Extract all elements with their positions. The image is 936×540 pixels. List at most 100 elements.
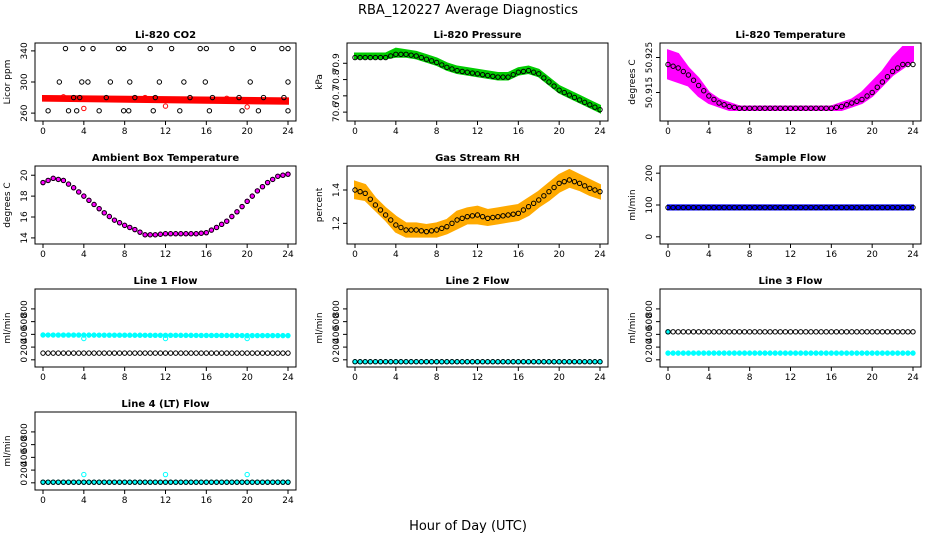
data-point — [762, 350, 768, 356]
data-point — [229, 45, 235, 52]
data-point — [731, 104, 738, 111]
data-point — [864, 350, 870, 356]
data-point — [229, 479, 235, 485]
data-point — [173, 350, 179, 356]
y-tick-label: 600 — [645, 313, 655, 330]
data-point — [132, 350, 138, 356]
data-point — [726, 204, 732, 211]
data-point — [581, 183, 588, 189]
data-point — [269, 479, 276, 485]
series-0 — [40, 479, 291, 485]
data-point — [377, 54, 384, 61]
data-point — [818, 329, 824, 335]
series-1 — [352, 177, 603, 235]
data-point — [259, 184, 266, 190]
data-point — [70, 185, 77, 191]
data-point — [894, 204, 901, 211]
data-point — [152, 332, 158, 338]
data-point — [721, 204, 727, 211]
data-point — [275, 173, 281, 179]
data-point — [746, 350, 753, 356]
data-point — [900, 329, 906, 335]
data-point — [449, 359, 455, 365]
data-point — [706, 93, 712, 99]
data-point — [413, 359, 419, 365]
x-tick-label: 16 — [513, 127, 525, 137]
data-point — [690, 77, 697, 83]
data-point — [90, 45, 96, 52]
data-point — [695, 350, 702, 356]
x-tick-label: 4 — [393, 373, 399, 383]
data-point — [111, 479, 118, 485]
data-point — [198, 479, 204, 485]
data-point — [525, 203, 532, 210]
x-tick-label: 12 — [785, 373, 796, 383]
y-tick-label: 200 — [20, 461, 30, 478]
x-tick-label: 8 — [747, 250, 753, 260]
data-point — [280, 479, 286, 485]
x-tick-label: 8 — [747, 127, 753, 137]
data-point — [285, 79, 291, 85]
data-point — [178, 231, 184, 237]
data-point — [695, 329, 702, 335]
x-tick-label: 8 — [122, 250, 128, 260]
data-point — [132, 94, 138, 101]
data-point — [76, 350, 82, 356]
data-point — [752, 329, 758, 335]
data-point — [45, 479, 51, 485]
data-point — [767, 329, 773, 335]
data-point — [469, 213, 476, 219]
y-tick-label: 400 — [332, 326, 342, 343]
figure-title: RBA_120227 Average Diagnostics — [358, 3, 578, 18]
data-point — [905, 204, 911, 211]
data-point — [515, 359, 522, 365]
x-tick-label: 4 — [81, 127, 87, 137]
data-point — [121, 350, 128, 356]
data-point — [726, 350, 732, 356]
data-point — [367, 359, 374, 365]
data-point — [849, 350, 855, 356]
data-point — [680, 329, 687, 335]
panel-3: Ambient Box Temperature degrees C 0 4 8 12 16 2… — [3, 153, 297, 260]
data-point — [65, 108, 72, 114]
x-tick-label: 4 — [393, 250, 399, 260]
panel-9: Line 4 (LT) Flow ml/min 0 4 8 12 16 20 24 0 200400… — [3, 399, 297, 506]
data-point — [843, 204, 850, 211]
series-0 — [667, 46, 914, 111]
data-point — [449, 66, 455, 72]
data-point — [685, 329, 692, 335]
x-tick-label: 0 — [352, 127, 358, 137]
data-point — [127, 332, 133, 338]
data-point — [849, 204, 855, 211]
data-point — [905, 350, 911, 356]
data-point — [864, 204, 870, 211]
data-point — [101, 479, 107, 485]
x-tick-label: 20 — [241, 373, 253, 383]
y-tick-label: 18 — [20, 190, 30, 202]
data-point — [45, 332, 51, 338]
data-point — [132, 226, 138, 233]
data-point — [454, 217, 460, 223]
data-point — [808, 329, 814, 335]
data-point — [843, 102, 850, 108]
data-point — [76, 332, 82, 338]
series-1 — [60, 94, 250, 112]
data-point — [479, 359, 486, 365]
data-point — [254, 188, 261, 194]
x-tick-label: 4 — [706, 127, 712, 137]
data-point — [711, 329, 717, 335]
data-point — [193, 479, 199, 485]
data-point — [551, 184, 557, 191]
data-point — [833, 204, 840, 211]
data-point — [152, 94, 158, 101]
data-point — [874, 329, 880, 335]
data-point — [168, 45, 175, 52]
data-point — [894, 65, 901, 71]
data-point — [818, 204, 824, 211]
data-point — [239, 332, 245, 339]
data-point — [772, 350, 778, 356]
data-point — [236, 94, 242, 101]
data-point — [859, 204, 865, 211]
data-point — [234, 209, 240, 215]
